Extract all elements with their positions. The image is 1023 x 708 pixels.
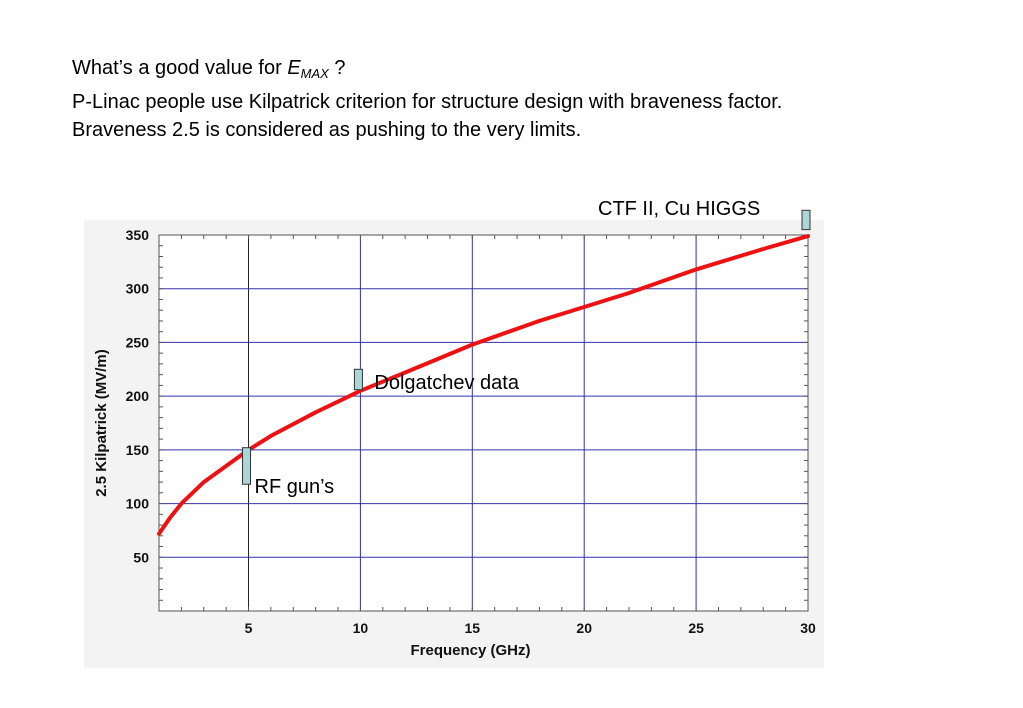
plot-frame — [158, 234, 809, 612]
x-axis-label: Frequency (GHz) — [410, 642, 530, 659]
kilpatrick-line: P-Linac people use Kilpatrick criterion … — [72, 91, 783, 113]
x-tick-label: 20 — [576, 620, 592, 636]
chart-series — [157, 234, 810, 536]
y-tick-label: 150 — [126, 442, 150, 458]
emax-symbol: EMAX — [287, 57, 329, 81]
x-tick-label: 10 — [353, 620, 369, 636]
x-tick-label: 15 — [465, 620, 481, 636]
y-tick-label: 300 — [126, 281, 150, 297]
ctf-marker — [801, 209, 811, 231]
braveness-line: Braveness 2.5 is considered as pushing t… — [72, 119, 582, 141]
chart-ticks: 5 10 15 20 25 30 50 100 150 200 250 300 350 — [126, 227, 816, 636]
y-tick-label: 250 — [126, 334, 150, 350]
dolgatchev-marker — [353, 368, 363, 391]
x-tick-label: 30 — [800, 620, 816, 636]
kilpatrick-curve — [157, 234, 810, 536]
question-suffix: ? — [328, 57, 346, 79]
emax-letter: E — [287, 57, 301, 79]
y-tick-label: 350 — [126, 227, 150, 243]
header-text: What’s a good value for EMAX ? P-Linac p… — [72, 54, 782, 144]
x-tick-label: 25 — [688, 620, 704, 636]
question-prefix: What’s a good value for — [72, 57, 288, 79]
plot-area — [159, 235, 808, 611]
chart-grid — [159, 234, 809, 611]
ctf-higgs-label: CTF II, Cu HIGGS — [598, 198, 761, 221]
x-tick-label: 5 — [245, 620, 253, 636]
rf-gun-marker — [242, 447, 252, 485]
y-tick-label: 50 — [133, 549, 149, 565]
y-axis-label: 2.5 Kilpatrick (MV/m) — [93, 349, 110, 497]
y-tick-label: 200 — [126, 388, 150, 404]
emax-subscript: MAX — [300, 66, 329, 81]
rf-gun-label: RF gun’s — [254, 476, 335, 499]
chart-markers — [242, 209, 811, 485]
dolgatchev-data-label: Dolgatchev data — [374, 372, 519, 395]
question-line: What’s a good value for EMAX ? — [72, 54, 782, 88]
y-tick-label: 100 — [126, 496, 150, 512]
chart-axes — [158, 234, 809, 612]
